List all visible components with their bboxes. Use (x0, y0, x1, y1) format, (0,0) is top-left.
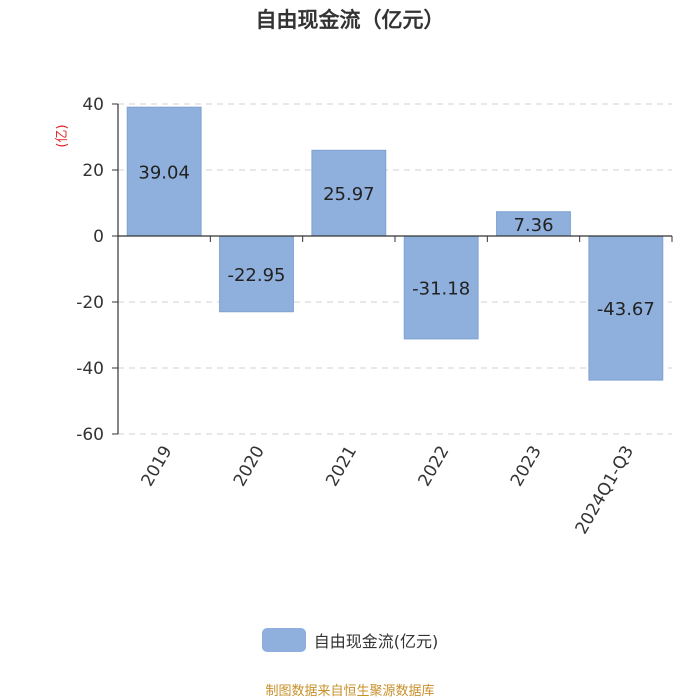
chart-title: 自由现金流（亿元） (255, 8, 445, 32)
x-tick-label-2020: 2020 (230, 443, 269, 490)
y-tick-label-0: 40 (82, 95, 104, 115)
bar-value-label-2020: -22.95 (227, 265, 285, 286)
x-tick-label-2023: 2023 (507, 443, 546, 490)
x-tick-label-2021: 2021 (322, 443, 361, 490)
y-tick-label-1: 20 (82, 161, 104, 181)
y-tick-label-5: -60 (76, 425, 104, 445)
x-tick-label-2024Q1-Q3: 2024Q1-Q3 (572, 443, 639, 538)
y-tick-label-2: 0 (93, 227, 104, 247)
bar-2022 (403, 235, 479, 340)
bar-2021 (311, 149, 387, 237)
bar-2023 (496, 211, 571, 237)
source-note: 制图数据来自恒生聚源数据库 (265, 684, 435, 699)
bar-2020 (219, 235, 294, 313)
y-axis-label: (亿) (55, 124, 70, 147)
bar-value-label-2024Q1-Q3: -43.67 (597, 299, 655, 320)
y-tick-label-3: -20 (76, 293, 104, 313)
legend-swatch (261, 628, 306, 652)
bar-2019 (126, 106, 202, 237)
bar-value-label-2019: 39.04 (138, 163, 190, 184)
bar-value-label-2022: -31.18 (412, 278, 470, 299)
y-tick-label-4: -40 (76, 359, 104, 379)
legend-label: 自由现金流(亿元) (313, 632, 439, 651)
bar-value-label-2023: 7.36 (513, 215, 553, 236)
legend[interactable]: 自由现金流(亿元) (0, 628, 700, 652)
x-tick-label-2019: 2019 (138, 443, 177, 490)
bar-value-label-2021: 25.97 (323, 184, 375, 205)
x-tick-label-2022: 2022 (415, 443, 454, 490)
